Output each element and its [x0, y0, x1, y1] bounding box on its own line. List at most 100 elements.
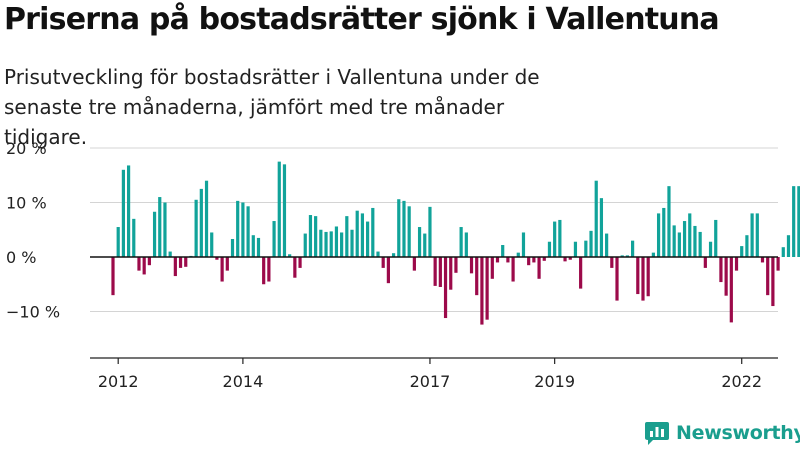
bar [651, 252, 655, 257]
bar [672, 225, 676, 257]
bar [610, 257, 614, 268]
bar [501, 245, 505, 257]
bar [262, 257, 266, 285]
bar [443, 257, 448, 319]
bar [766, 257, 770, 296]
bar [464, 232, 468, 257]
bar-chart-logo-icon [645, 422, 669, 445]
bar [246, 206, 250, 257]
x-tick-label: 2019 [534, 372, 575, 391]
bar [469, 257, 474, 274]
bar [786, 235, 791, 257]
bar [126, 165, 131, 257]
bar [121, 169, 125, 257]
y-tick-label: 20 % [6, 139, 47, 158]
bar [646, 257, 650, 297]
bar [703, 257, 707, 268]
bar [776, 257, 780, 271]
bar [324, 231, 328, 257]
bar [158, 197, 162, 257]
bar [308, 215, 313, 257]
bar [495, 257, 500, 263]
bar [511, 257, 515, 282]
bar [745, 235, 749, 257]
bar [771, 257, 775, 307]
bar [521, 232, 526, 257]
bar [625, 255, 629, 258]
bar [620, 255, 624, 258]
bar [407, 206, 411, 257]
bar [433, 257, 437, 286]
bar [220, 257, 224, 282]
bar [475, 257, 479, 296]
bar [256, 237, 261, 257]
bar [734, 257, 739, 271]
newsworthy-brand: Newsworthy [644, 419, 800, 447]
bar [282, 164, 287, 257]
bar [589, 230, 593, 257]
bar [137, 257, 141, 271]
bar [366, 221, 370, 257]
bar [225, 257, 229, 271]
bar [423, 233, 427, 257]
bar [750, 213, 754, 257]
bar [371, 207, 375, 257]
y-tick-label: −10 % [6, 303, 60, 322]
bar [547, 241, 552, 257]
bar [594, 180, 598, 257]
bar [792, 186, 796, 257]
bar [168, 251, 172, 257]
bar [251, 235, 255, 257]
x-tick-label: 2012 [98, 372, 139, 391]
bar [579, 257, 583, 289]
bar [454, 257, 458, 273]
bar [194, 199, 198, 258]
bar [293, 257, 297, 278]
bar [204, 180, 209, 257]
bar [298, 257, 302, 268]
bar [693, 225, 697, 258]
bar [516, 252, 520, 257]
bar [719, 257, 723, 283]
bar [236, 200, 240, 258]
bar [667, 186, 671, 257]
bar [173, 257, 177, 277]
bar [397, 199, 401, 257]
bar [584, 240, 588, 257]
bar [740, 246, 744, 257]
bar [558, 219, 562, 257]
bar [636, 257, 640, 295]
bar [147, 257, 151, 266]
bar [563, 257, 567, 262]
y-tick-label: 10 % [6, 194, 47, 213]
bar [319, 229, 323, 257]
bar [272, 221, 276, 257]
bar [615, 257, 619, 301]
bar [449, 257, 453, 290]
bar [428, 206, 432, 257]
bar [641, 257, 645, 301]
bar [485, 257, 489, 320]
bar [708, 241, 713, 257]
bar [230, 239, 235, 257]
bar [386, 257, 390, 284]
bar [568, 257, 572, 260]
bar [599, 198, 604, 257]
bar [210, 232, 214, 257]
bar [506, 257, 510, 263]
bar [277, 161, 281, 258]
bar [116, 227, 120, 258]
bar [537, 257, 541, 279]
bar [417, 227, 422, 258]
bar [391, 253, 396, 257]
y-tick-label: 0 % [6, 248, 36, 267]
bar [527, 257, 531, 266]
bar [714, 219, 718, 257]
bar [111, 257, 115, 296]
bar [656, 213, 661, 257]
bar [797, 186, 800, 257]
bar [288, 254, 292, 258]
bar [355, 210, 359, 258]
bar [760, 257, 765, 263]
bar [542, 257, 546, 261]
